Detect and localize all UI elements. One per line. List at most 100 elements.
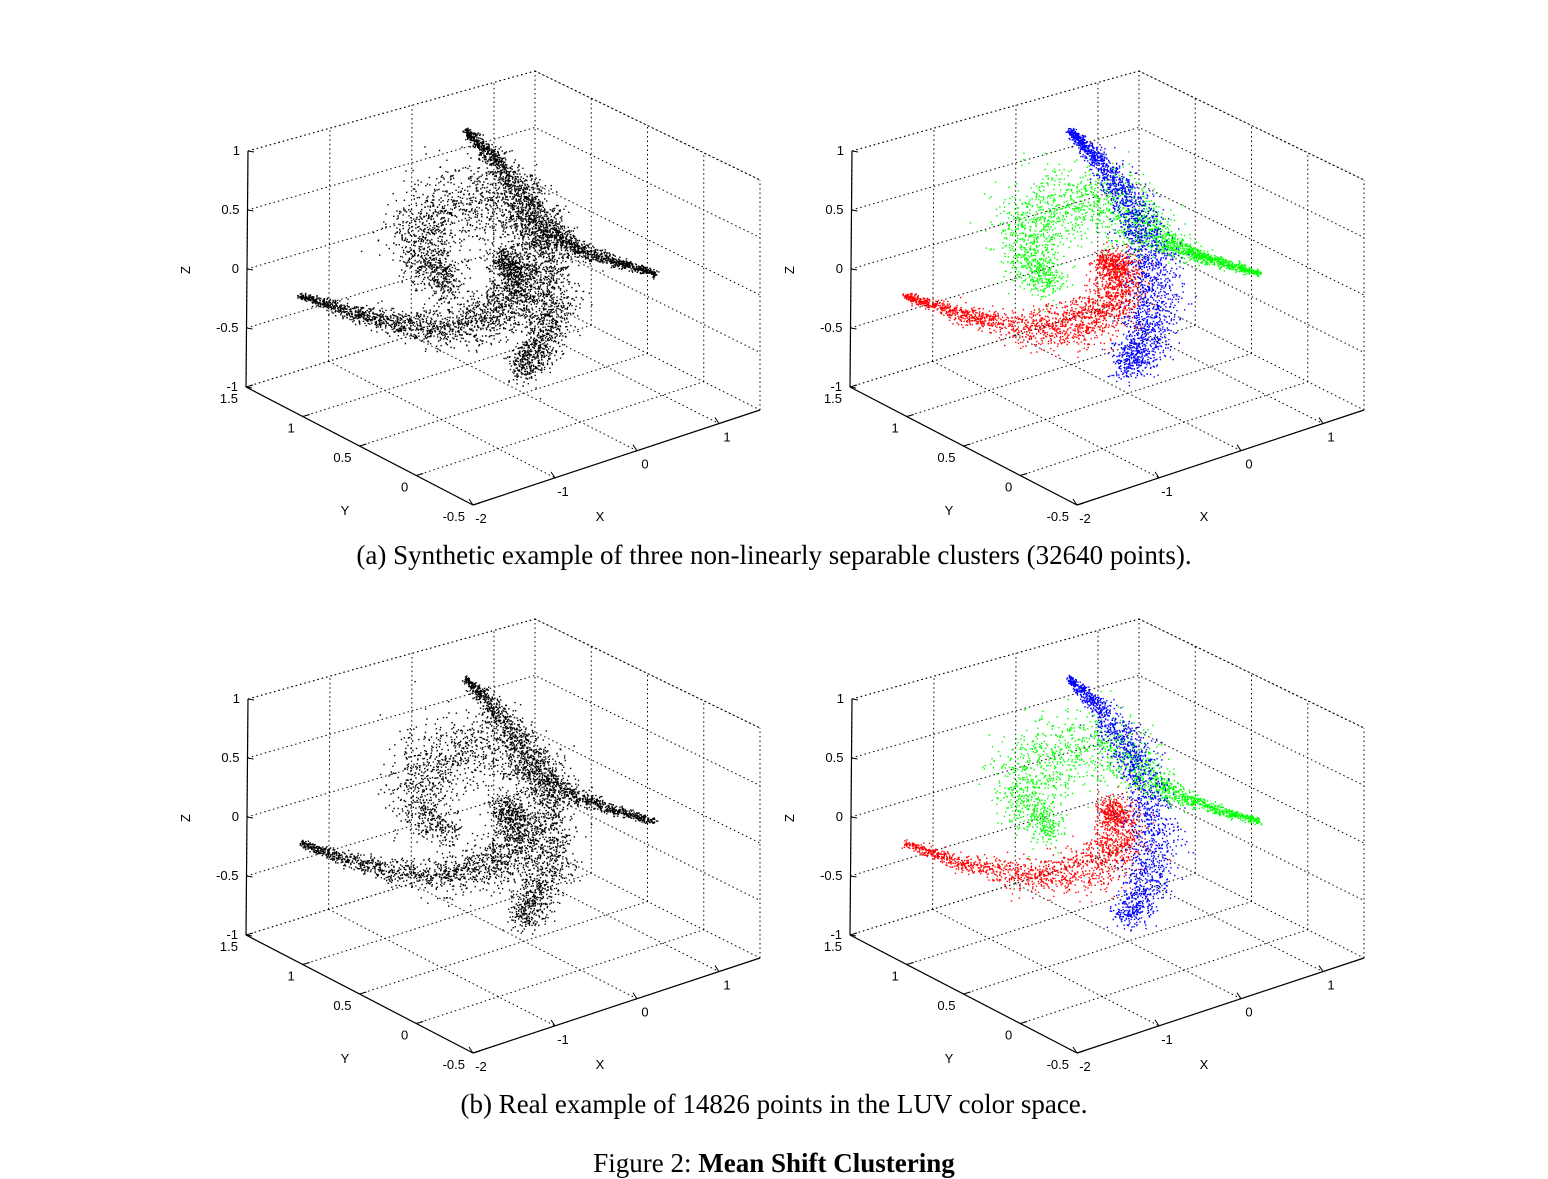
y-tick xyxy=(416,1022,423,1024)
x-tick-label: -1 xyxy=(1161,484,1173,499)
scatter-series-cluster1 xyxy=(902,783,1171,903)
x-tick-label: 1 xyxy=(1327,978,1334,993)
z-tick-label: 0.5 xyxy=(221,202,239,217)
figure-title: Mean Shift Clustering xyxy=(698,1148,955,1178)
x-tick xyxy=(1319,418,1323,424)
scatter-series-cluster3 xyxy=(463,128,593,400)
z-axis-label: Z xyxy=(782,266,797,274)
y-tick xyxy=(303,415,310,417)
y-tick-label: 1.5 xyxy=(824,391,842,406)
y-tick-label: 0.5 xyxy=(937,450,955,465)
y-tick-label: -0.5 xyxy=(1047,509,1069,524)
y-tick-label: 1 xyxy=(288,969,295,984)
y-axis-label: Y xyxy=(341,1051,350,1066)
z-tick-label: 1 xyxy=(233,691,240,706)
x-tick-label: -2 xyxy=(475,511,487,526)
x-tick-label: -2 xyxy=(475,1059,487,1074)
scatter-series-cluster1 xyxy=(902,242,1158,359)
x-tick xyxy=(633,445,637,451)
x-axis-line xyxy=(1077,958,1364,1053)
y-tick-label: 1.5 xyxy=(220,939,238,954)
x-axis-line xyxy=(473,958,760,1053)
z-tick-label: 0.5 xyxy=(825,750,843,765)
z-tick-label: 1 xyxy=(233,143,240,158)
y-tick xyxy=(246,385,253,387)
x-axis-line xyxy=(473,410,760,505)
y-tick-label: 0.5 xyxy=(937,998,955,1013)
z-tick-label: 0 xyxy=(232,261,239,276)
x-tick-label: 0 xyxy=(641,457,648,472)
y-axis-label: Y xyxy=(945,1051,954,1066)
y-tick-label: 0 xyxy=(1005,1028,1012,1043)
y-tick xyxy=(1020,1022,1027,1024)
z-tick xyxy=(852,758,858,759)
y-tick xyxy=(360,992,367,994)
x-tick xyxy=(1237,993,1241,999)
z-tick xyxy=(248,699,254,700)
y-tick-label: 0 xyxy=(401,1028,408,1043)
y-tick-label: 1 xyxy=(288,421,295,436)
x-tick-label: -1 xyxy=(557,1032,569,1047)
y-axis-label: Y xyxy=(341,503,350,518)
x-axis-line xyxy=(1077,410,1364,505)
figure-caption: Figure 2: Mean Shift Clustering xyxy=(0,1148,1548,1179)
z-tick xyxy=(851,817,857,818)
x-tick xyxy=(715,966,719,972)
z-tick-label: 0.5 xyxy=(825,202,843,217)
z-tick xyxy=(247,269,253,270)
y-axis-label: Y xyxy=(945,503,954,518)
y-tick xyxy=(907,415,914,417)
z-tick xyxy=(852,699,858,700)
y-tick-label: 0.5 xyxy=(333,998,351,1013)
y-tick xyxy=(416,474,423,476)
x-axis-label: X xyxy=(596,509,605,524)
z-tick xyxy=(851,269,857,270)
z-axis-label: Z xyxy=(178,266,193,274)
y-tick xyxy=(964,992,971,994)
x-tick-label: -2 xyxy=(1079,511,1091,526)
z-tick xyxy=(852,151,858,152)
x-axis-label: X xyxy=(596,1057,605,1072)
x-tick-label: 1 xyxy=(723,978,730,993)
x-axis-label: X xyxy=(1200,1057,1209,1072)
scatter-series-cluster3 xyxy=(1066,675,1194,932)
z-tick-label: 0 xyxy=(232,809,239,824)
z-tick-label: 0 xyxy=(836,261,843,276)
z-tick-label: 0 xyxy=(836,809,843,824)
z-axis-label: Z xyxy=(782,814,797,822)
subfigure-caption-b: (b) Real example of 14826 points in the … xyxy=(0,1089,1548,1120)
y-tick xyxy=(303,963,310,965)
z-tick xyxy=(851,876,857,877)
scatter-series-cluster1 xyxy=(297,243,563,353)
y-tick-label: -0.5 xyxy=(443,1057,465,1072)
y-tick-label: -0.5 xyxy=(443,509,465,524)
x-tick xyxy=(1237,445,1241,451)
subfigure-caption-a: (a) Synthetic example of three non-linea… xyxy=(0,540,1548,571)
z-tick-label: 1 xyxy=(837,143,844,158)
y-tick xyxy=(850,933,857,935)
z-tick xyxy=(248,151,254,152)
y-tick xyxy=(850,385,857,387)
z-tick-label: -0.5 xyxy=(820,868,842,883)
x-tick-label: 1 xyxy=(723,430,730,445)
z-tick-label: 0.5 xyxy=(221,750,239,765)
x-tick-label: -2 xyxy=(1079,1059,1091,1074)
y-tick xyxy=(246,933,253,935)
scatter-series-cluster3 xyxy=(462,675,592,934)
z-tick xyxy=(247,817,253,818)
z-tick-label: 1 xyxy=(837,691,844,706)
z-tick xyxy=(247,876,253,877)
x-tick-label: 0 xyxy=(641,1005,648,1020)
z-tick xyxy=(248,210,254,211)
y-tick-label: 1 xyxy=(892,421,899,436)
x-tick xyxy=(1319,966,1323,972)
y-tick-label: 0 xyxy=(401,480,408,495)
z-tick xyxy=(851,328,857,329)
